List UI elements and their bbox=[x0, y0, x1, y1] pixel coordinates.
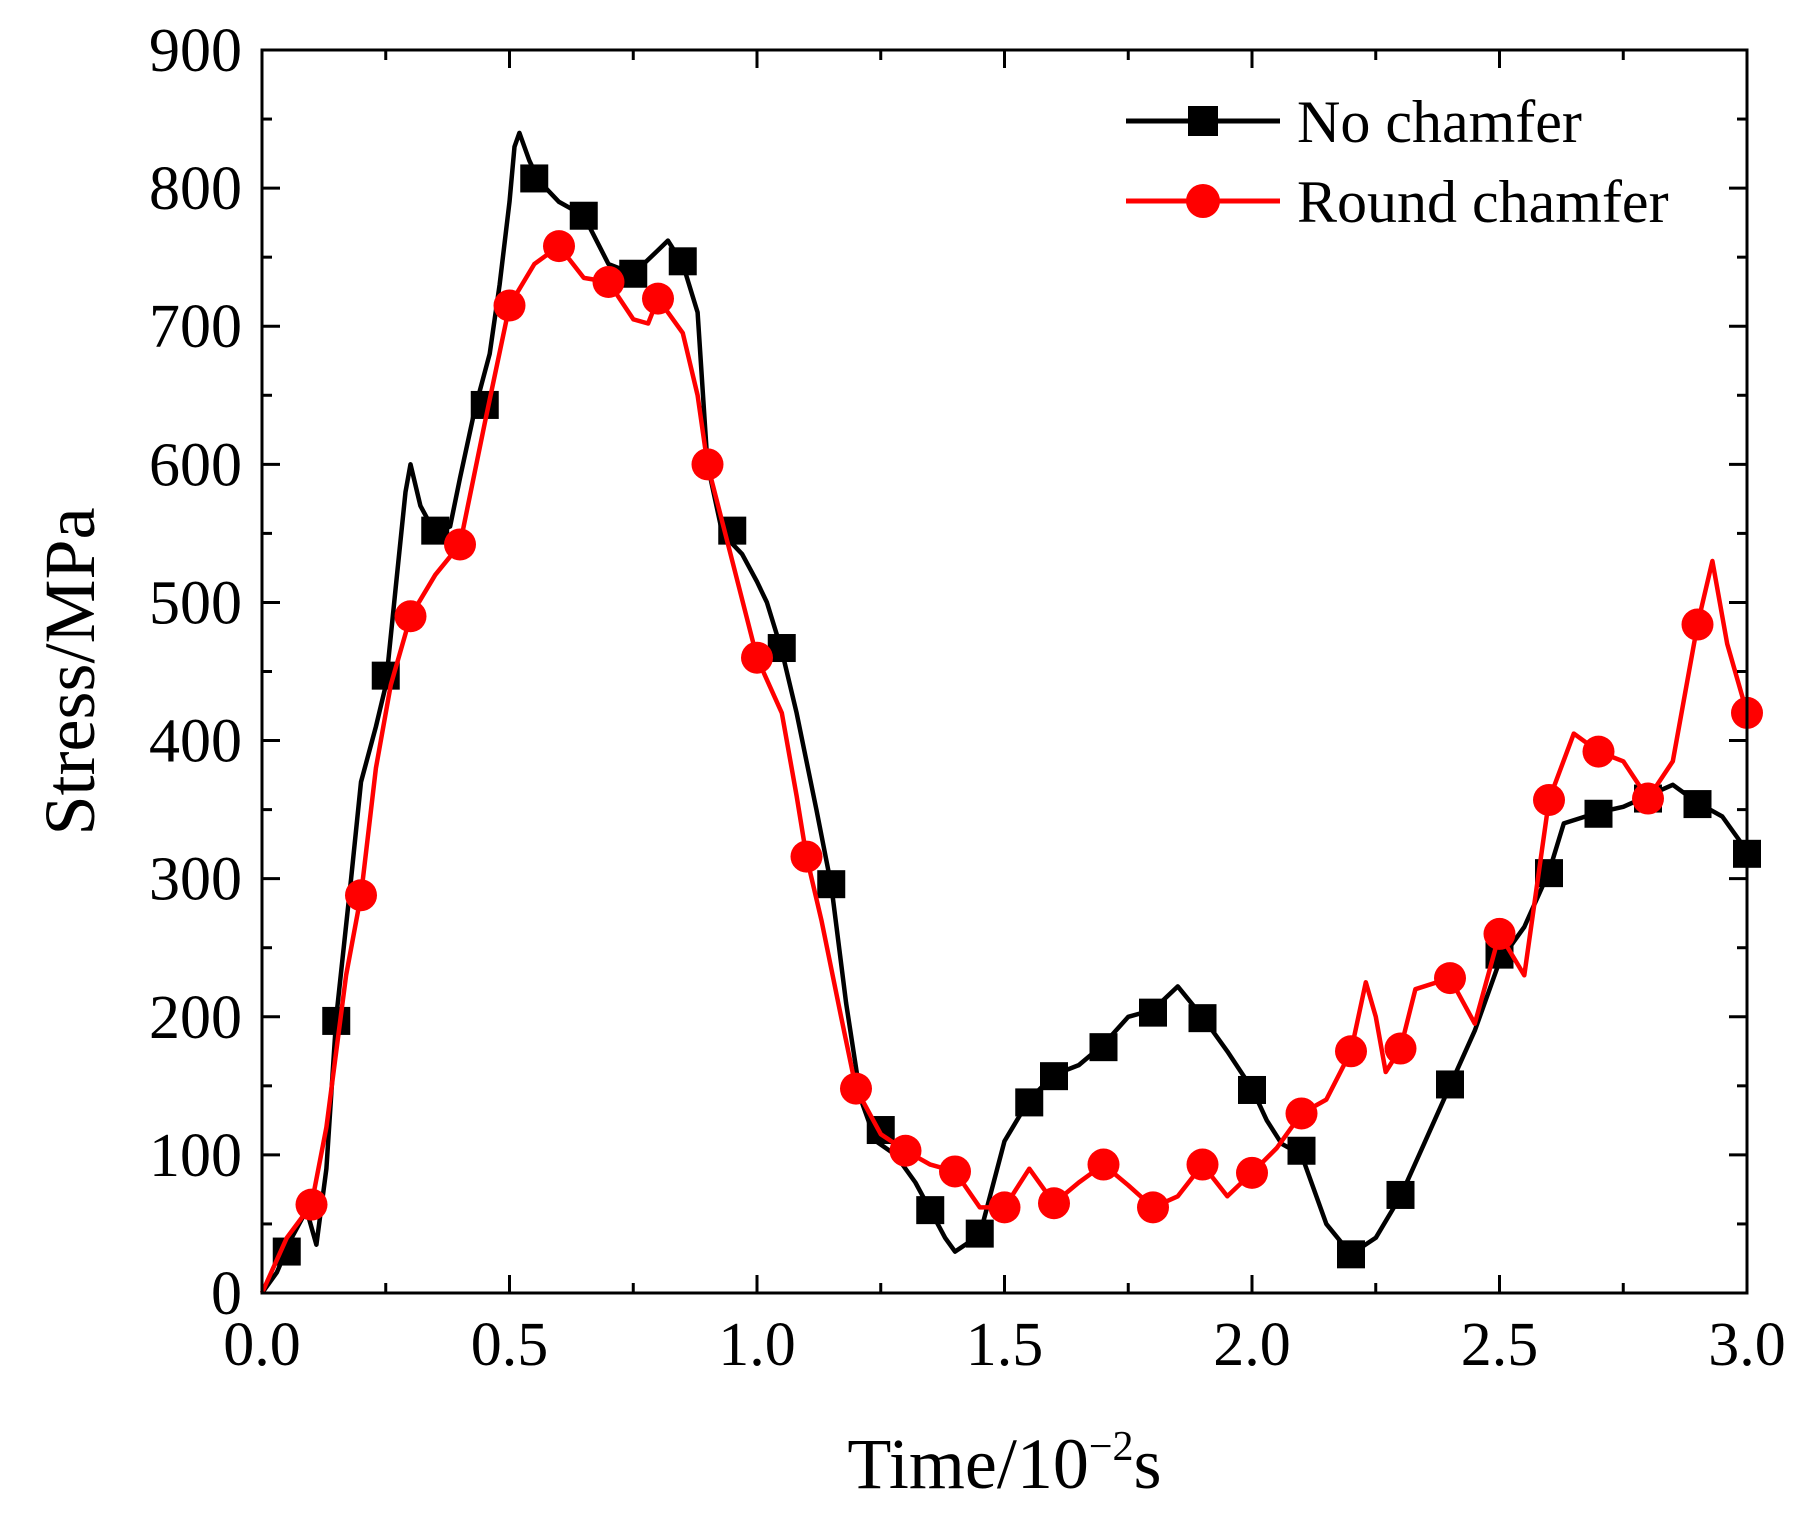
legend-entry-round-chamfer: Round chamfer bbox=[1126, 169, 1669, 235]
data-point-circle bbox=[1038, 1187, 1070, 1220]
legend-marker-square-icon bbox=[1188, 106, 1218, 136]
data-point-circle bbox=[493, 289, 526, 322]
data-point-circle bbox=[691, 448, 724, 481]
data-point-circle bbox=[642, 282, 674, 315]
x-tick-label: 1.0 bbox=[718, 1311, 796, 1379]
legend-entry-no-chamfer: No chamfer bbox=[1126, 89, 1582, 155]
data-point-circle bbox=[840, 1072, 872, 1105]
data-point-circle bbox=[592, 266, 625, 299]
data-point-circle bbox=[1285, 1097, 1318, 1130]
data-point-square bbox=[668, 247, 697, 276]
data-point-circle bbox=[444, 528, 476, 561]
data-point-circle bbox=[1632, 782, 1664, 815]
x-tick-label: 0.0 bbox=[223, 1311, 301, 1379]
data-point-circle bbox=[1681, 608, 1714, 641]
series-line bbox=[259, 243, 1750, 1294]
x-tick-label: 3.0 bbox=[1708, 1311, 1786, 1379]
data-point-circle bbox=[394, 600, 427, 633]
data-point-circle bbox=[543, 230, 575, 263]
y-tick-label: 200 bbox=[149, 984, 242, 1052]
data-point-circle bbox=[1533, 783, 1565, 816]
y-tick-label: 500 bbox=[149, 569, 242, 637]
x-axis-label-exponent: −2 bbox=[1089, 1424, 1134, 1470]
y-tick-label: 900 bbox=[149, 17, 242, 85]
x-tick-label: 2.5 bbox=[1461, 1311, 1539, 1379]
data-point-circle bbox=[1384, 1032, 1417, 1065]
data-point-circle bbox=[295, 1188, 328, 1221]
legend: No chamfer Round chamfer bbox=[1126, 89, 1669, 235]
y-tick-label: 100 bbox=[149, 1122, 242, 1190]
data-point-square bbox=[1683, 790, 1712, 819]
data-point-circle bbox=[1434, 962, 1466, 995]
data-point-square bbox=[1386, 1180, 1415, 1209]
data-point-square bbox=[1436, 1070, 1464, 1099]
data-point-square bbox=[916, 1196, 945, 1225]
series-layer bbox=[259, 130, 1763, 1295]
data-point-square bbox=[520, 164, 549, 193]
data-point-square bbox=[965, 1219, 994, 1248]
data-point-square bbox=[1139, 998, 1167, 1027]
series-round-chamfer bbox=[259, 230, 1763, 1294]
data-point-circle bbox=[1483, 917, 1516, 950]
data-point-circle bbox=[939, 1155, 971, 1188]
data-point-square bbox=[569, 201, 598, 230]
data-point-square bbox=[1584, 799, 1613, 828]
y-axis-label: Stress/MPa bbox=[30, 507, 110, 835]
x-tick-label: 0.5 bbox=[471, 1311, 549, 1379]
data-point-circle bbox=[1087, 1148, 1120, 1181]
data-point-circle bbox=[1236, 1156, 1268, 1189]
data-point-circle bbox=[889, 1134, 922, 1167]
y-tick-label: 400 bbox=[149, 708, 242, 776]
data-point-square bbox=[1188, 1004, 1217, 1033]
y-tick-label: 700 bbox=[149, 293, 242, 361]
y-tick-label: 0 bbox=[211, 1260, 242, 1328]
data-point-circle bbox=[741, 641, 773, 674]
x-axis-label-unit: s bbox=[1134, 1424, 1162, 1504]
data-point-square bbox=[1015, 1088, 1044, 1117]
data-point-circle bbox=[790, 840, 823, 873]
x-tick-label: 2.0 bbox=[1213, 1311, 1291, 1379]
data-point-circle bbox=[1582, 735, 1615, 768]
legend-label-no-chamfer: No chamfer bbox=[1297, 89, 1582, 155]
data-point-square bbox=[322, 1006, 351, 1035]
data-point-square bbox=[1238, 1075, 1266, 1104]
x-axis-label-main: Time/10 bbox=[847, 1424, 1088, 1504]
data-point-circle bbox=[1335, 1035, 1367, 1068]
y-tick-label: 300 bbox=[149, 846, 242, 914]
data-point-square bbox=[1337, 1240, 1365, 1269]
data-point-circle bbox=[1186, 1148, 1219, 1181]
legend-marker-circle-icon bbox=[1186, 184, 1220, 218]
data-point-circle bbox=[1137, 1191, 1169, 1224]
data-point-square bbox=[1040, 1062, 1068, 1091]
x-axis-label: Time/10−2s bbox=[847, 1424, 1161, 1504]
tick-labels-layer: 0.0 0.5 1.0 1.5 2.0 2.5 3.0 0 100 200 300 400 500 600… bbox=[149, 17, 1786, 1379]
data-point-circle bbox=[345, 879, 377, 912]
legend-label-round-chamfer: Round chamfer bbox=[1297, 169, 1669, 235]
y-tick-label: 600 bbox=[149, 431, 242, 499]
data-point-square bbox=[817, 870, 846, 899]
data-point-square bbox=[421, 516, 450, 545]
y-tick-label: 800 bbox=[149, 155, 242, 223]
x-tick-label: 1.5 bbox=[966, 1311, 1044, 1379]
data-point-circle bbox=[988, 1191, 1021, 1224]
ticks-layer bbox=[260, 48, 1749, 1295]
data-point-square bbox=[1287, 1136, 1316, 1165]
data-point-square bbox=[1089, 1033, 1118, 1062]
